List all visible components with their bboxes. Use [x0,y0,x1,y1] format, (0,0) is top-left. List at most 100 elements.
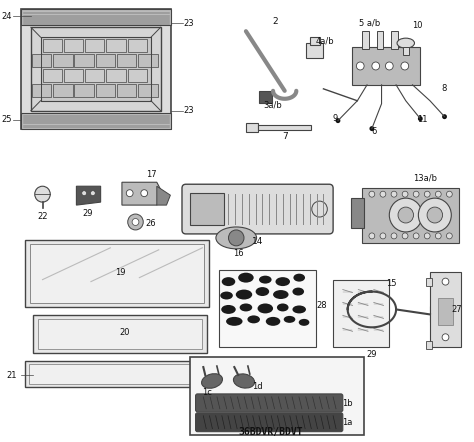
Bar [258,91,272,103]
Circle shape [398,207,413,223]
Circle shape [389,198,422,232]
Text: 23: 23 [183,19,193,28]
Circle shape [369,126,374,131]
Bar [43,69,62,82]
Ellipse shape [259,276,272,284]
Text: 2: 2 [272,17,278,26]
Ellipse shape [240,304,252,312]
Circle shape [391,191,397,197]
Bar [190,193,224,225]
Circle shape [35,186,50,202]
Text: 27: 27 [452,305,463,314]
Circle shape [413,233,419,239]
Text: 26: 26 [146,220,156,229]
Ellipse shape [238,273,254,282]
Circle shape [380,233,386,239]
Text: 24: 24 [1,12,11,21]
Circle shape [413,191,419,197]
Circle shape [401,62,409,70]
Text: 22: 22 [37,212,48,221]
Bar [426,341,432,349]
Circle shape [356,62,364,70]
Bar [391,31,398,49]
Text: 8: 8 [442,84,447,93]
Bar [43,39,62,52]
Bar [362,188,459,243]
Bar [96,54,115,67]
Bar [353,47,420,85]
Bar [190,357,364,434]
Polygon shape [122,182,164,205]
Bar [31,27,161,110]
Text: 29: 29 [366,350,377,358]
Circle shape [385,62,393,70]
Bar [32,54,51,67]
Bar [310,37,319,45]
Text: 20: 20 [119,328,130,337]
Bar [85,39,104,52]
Ellipse shape [292,288,304,296]
Bar [107,69,126,82]
Bar [107,39,126,52]
Bar [377,31,383,49]
FancyBboxPatch shape [196,413,343,432]
Bar [128,69,147,82]
Text: 4a/b: 4a/b [316,37,335,46]
Ellipse shape [266,317,280,326]
Bar [306,43,323,58]
Ellipse shape [247,316,260,324]
Circle shape [447,233,452,239]
Circle shape [141,190,147,197]
Circle shape [91,191,95,196]
Ellipse shape [220,292,233,300]
Bar [138,54,158,67]
Polygon shape [157,186,170,205]
Bar [53,54,73,67]
Circle shape [424,233,430,239]
Bar [21,9,171,129]
Circle shape [128,214,143,230]
Text: 13a/b: 13a/b [413,174,437,183]
Bar [219,270,316,347]
Polygon shape [76,186,100,205]
Text: 1b: 1b [342,399,353,408]
Bar [64,39,83,52]
Circle shape [380,191,386,197]
Text: 3a/b: 3a/b [264,100,283,109]
Text: 7: 7 [282,132,288,141]
Bar [426,278,432,286]
Text: 36BDVR/BDVT: 36BDVR/BDVT [239,427,303,437]
Ellipse shape [257,304,273,313]
Circle shape [369,191,375,197]
Bar [32,84,51,97]
Text: 16: 16 [233,249,244,258]
Bar [96,84,115,97]
Ellipse shape [216,227,256,249]
Ellipse shape [275,277,290,286]
Ellipse shape [236,290,252,300]
Ellipse shape [293,274,305,282]
Circle shape [372,62,380,70]
Bar [117,84,137,97]
Ellipse shape [273,290,289,299]
Bar [333,280,389,347]
Bar [257,125,311,130]
Circle shape [419,198,451,232]
Text: 1a: 1a [342,418,353,427]
Bar [21,113,171,129]
Bar [21,9,171,25]
Ellipse shape [277,304,289,312]
Circle shape [132,218,139,225]
Text: 25: 25 [1,115,11,124]
Bar [53,84,73,97]
Text: 17: 17 [146,170,156,179]
Circle shape [442,114,447,119]
Circle shape [228,230,244,246]
Bar [29,364,207,384]
Ellipse shape [292,305,306,313]
Text: 10: 10 [412,21,423,30]
Text: 6: 6 [371,127,376,136]
Bar [74,84,94,97]
Text: 29: 29 [83,209,93,217]
Circle shape [436,233,441,239]
